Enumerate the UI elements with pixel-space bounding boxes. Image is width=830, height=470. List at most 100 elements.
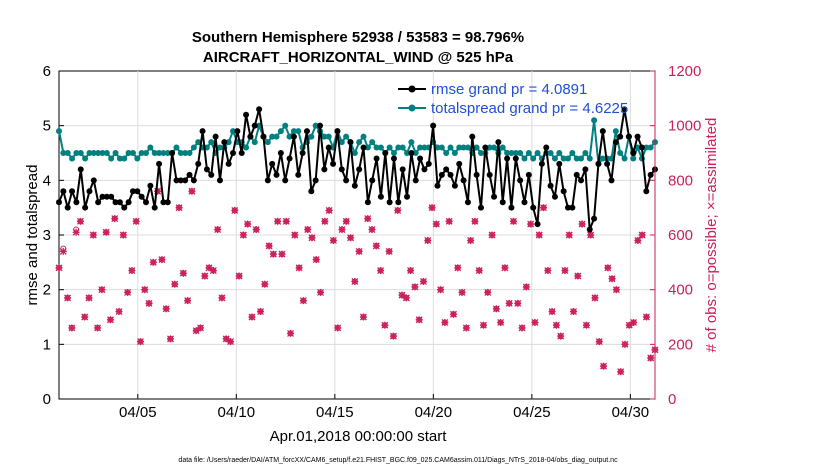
rmse-point [573,171,580,178]
rmse-point [430,122,437,129]
rmse-point [408,150,415,156]
assimilated-obs-marker [479,321,487,329]
spread-point [121,155,128,162]
spread-point [269,133,276,140]
rmse-point [373,155,380,162]
assimilated-obs-marker [441,318,449,326]
spread-point [643,144,650,151]
assimilated-obs-marker [535,231,543,239]
assimilated-obs-marker [235,272,243,280]
spread-point [504,150,511,156]
assimilated-obs-marker [231,206,239,214]
spread-point [86,150,93,156]
assimilated-obs-marker [351,277,359,285]
rmse-point [586,226,593,233]
assimilated-obs-marker [274,217,282,225]
spread-point [186,150,193,156]
rmse-point [495,139,502,146]
chart-title-line1: Southern Hemisphere 52938 / 53583 = 98.7… [192,29,524,46]
spread-point [560,155,567,162]
left-tick-label: 6 [43,63,51,80]
assimilated-obs-marker [124,288,132,296]
assimilated-obs-marker [475,267,483,275]
rmse-point [425,160,432,167]
assimilated-obs-marker [501,264,509,272]
x-tick-label: 04/05 [119,404,157,421]
spread-point [64,150,71,156]
left-tick-label: 0 [43,391,51,408]
rmse-point [399,166,406,173]
assimilated-obs-marker [595,338,603,346]
rmse-point [247,133,254,140]
spread-point [360,133,367,140]
spread-point [621,155,628,162]
rmse-point [499,199,506,206]
spread-point [164,150,171,156]
legend-spread-label: totalspread grand pr = 4.6225 [431,100,628,117]
spread-point [343,133,350,140]
rmse-point [308,188,315,195]
assimilated-obs-marker [342,217,350,225]
assimilated-obs-marker [394,206,402,214]
spread-point [251,139,258,146]
assimilated-obs-marker [398,291,406,299]
assimilated-obs-marker [462,324,470,332]
rmse-point [303,128,310,135]
assimilated-obs-marker [647,354,655,362]
assimilated-obs-marker [372,242,380,250]
spread-point [69,155,76,162]
spread-point [295,128,302,135]
spread-point [569,150,576,156]
rmse-point [286,155,293,162]
assimilated-obs-marker [642,313,650,321]
assimilated-obs-marker [98,286,106,294]
spread-point [82,155,89,162]
rmse-point [169,150,176,156]
rmse-point [634,133,641,140]
assimilated-obs-marker [510,217,518,225]
assimilated-obs-marker [411,283,419,291]
rmse-point [125,199,132,206]
rmse-point [521,199,528,206]
rmse-point [386,199,393,206]
spread-point [578,155,585,162]
right-tick-label: 1200 [668,63,701,80]
spread-point [525,150,532,156]
rmse-point [608,177,615,184]
rmse-point [604,160,611,167]
assimilated-obs-marker [149,258,157,266]
assimilated-obs-marker [166,335,174,343]
rmse-point [347,139,354,146]
rmse-point [90,177,97,184]
assimilated-obs-marker [119,231,127,239]
rmse-point [330,160,337,167]
rmse-point [238,150,245,156]
spread-point [447,144,454,151]
spread-point [108,155,115,162]
spread-point [395,144,402,151]
assimilated-obs-marker [424,236,432,244]
assimilated-obs-marker [407,267,415,275]
assimilated-obs-marker [158,256,166,264]
assimilated-obs-marker [89,231,97,239]
x-tick-label: 04/25 [513,404,551,421]
spread-point [286,133,293,140]
spread-point [103,150,110,156]
assimilated-obs-marker [522,283,530,291]
assimilated-obs-marker [419,277,427,285]
assimilated-obs-marker [445,217,453,225]
rmse-point [208,171,215,178]
spread-point [451,150,458,156]
assimilated-obs-marker [364,215,372,223]
assimilated-obs-marker [59,247,67,255]
spread-point [417,144,424,151]
x-tick-label: 04/30 [612,404,650,421]
assimilated-obs-marker [171,280,179,288]
rmse-point [412,177,419,184]
assimilated-obs-marker [578,220,586,228]
rmse-line [58,108,656,231]
rmse-point [486,171,493,178]
rmse-point [625,133,632,140]
rmse-point [121,204,128,211]
assimilated-obs-marker [184,297,192,305]
